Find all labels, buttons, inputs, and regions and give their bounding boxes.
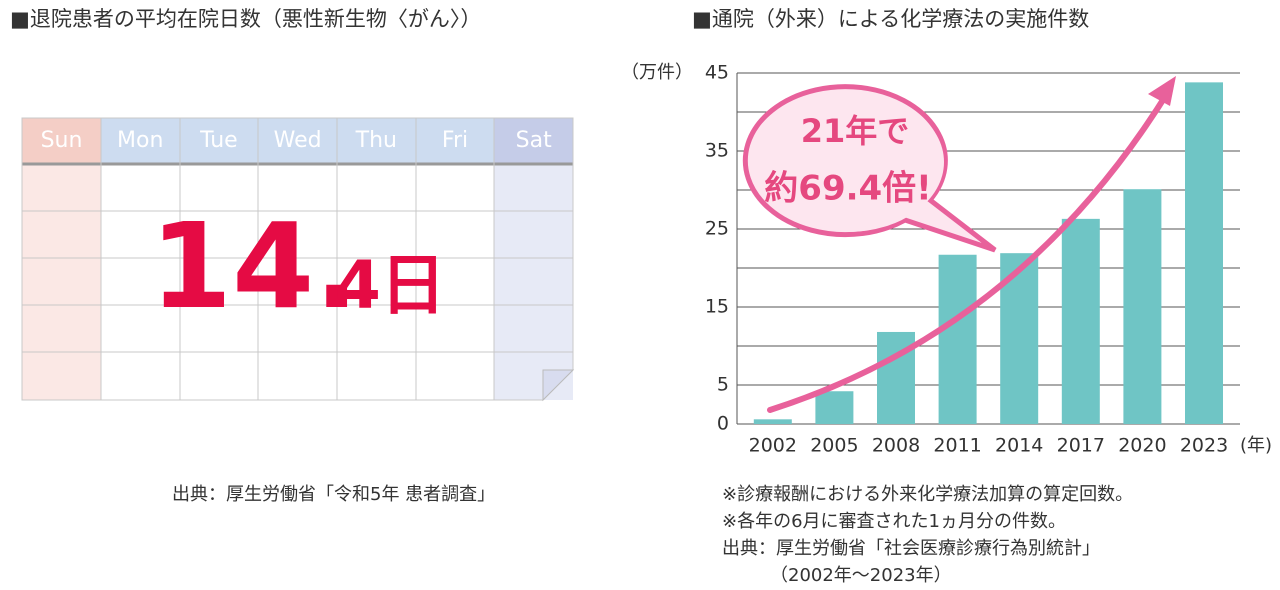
- x-tick-label: 2002: [749, 435, 797, 457]
- x-tick-label: 2020: [1118, 435, 1166, 457]
- weekday-header: [101, 118, 494, 163]
- big-unit: 日: [380, 247, 446, 324]
- y-tick-label: 45: [705, 62, 729, 84]
- annotation: 21年で: [801, 112, 910, 150]
- y-tick-label: 35: [705, 140, 729, 162]
- bar: [815, 391, 854, 424]
- sat-column: [494, 163, 573, 400]
- y-tick-label: 5: [717, 374, 729, 396]
- note: ※各年の6月に審査された1ヵ月分の件数。: [722, 511, 1066, 532]
- day-label: Sat: [516, 128, 552, 153]
- y-label: （万件）: [621, 62, 693, 83]
- bar: [1123, 189, 1162, 424]
- big-number: 14.: [150, 197, 359, 335]
- left-title: ■退院患者の平均在院日数（悪性新生物〈がん〉）: [10, 7, 481, 31]
- chart-title: ■通院（外来）による化学療法の実施件数: [692, 7, 1089, 31]
- bar: [938, 254, 977, 424]
- day-label: Sun: [41, 128, 83, 153]
- day-label: Thu: [355, 128, 397, 153]
- arrow-head: [1148, 76, 1176, 106]
- x-tick-label: 2023: [1180, 435, 1228, 457]
- fold: [542, 369, 575, 402]
- day-label: Fri: [442, 128, 468, 153]
- y-tick-label: 0: [717, 413, 729, 435]
- y-tick-label: 25: [705, 218, 729, 240]
- trend-arrow: [767, 89, 1171, 413]
- day-label: Wed: [274, 128, 322, 153]
- x-label: (年): [1240, 435, 1272, 456]
- big-decimal: 4: [335, 247, 381, 324]
- x-tick-label: 2011: [933, 435, 981, 457]
- left-source: 出典：厚生労働省「令和5年 患者調査」: [172, 484, 495, 505]
- bubble-fill: [752, 92, 944, 232]
- y-tick-label: 15: [705, 296, 729, 318]
- sat-header: [494, 118, 573, 163]
- calendar: 14. 4 日: [21, 117, 575, 402]
- note: （2002年〜2023年）: [770, 565, 952, 586]
- bar: [753, 419, 792, 424]
- col-lines: [100, 118, 495, 400]
- x-tick-label: 2005: [810, 435, 858, 457]
- row-lines: [22, 210, 573, 353]
- sun-column: [22, 163, 101, 400]
- note: ※診療報酬における外来化学療法加算の算定回数。: [722, 484, 1133, 505]
- day-label: Tue: [199, 128, 238, 153]
- annotation: 約69.4倍!: [764, 169, 931, 209]
- day-label: Mon: [117, 128, 163, 153]
- note: 出典：厚生労働省「社会医療診療行為別統計」: [722, 538, 1100, 559]
- x-tick-label: 2008: [872, 435, 920, 457]
- bar: [1061, 218, 1100, 424]
- x-tick-label: 2017: [1057, 435, 1105, 457]
- bar: [1185, 82, 1223, 425]
- x-tick-label: 2014: [995, 435, 1043, 457]
- sun-header: [22, 118, 101, 163]
